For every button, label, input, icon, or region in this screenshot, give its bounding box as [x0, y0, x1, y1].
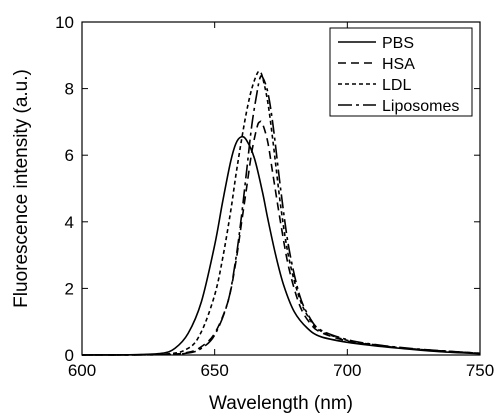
x-tick-label: 650	[200, 361, 228, 380]
x-axis-title: Wavelength (nm)	[209, 393, 353, 413]
y-axis-title: Fluorescence intensity (a.u.)	[11, 69, 32, 308]
y-tick-label: 6	[65, 146, 74, 165]
x-tick-label: 700	[333, 361, 361, 380]
series-line-hsa	[81, 120, 481, 356]
legend: PBS HSA LDL Liposomes	[329, 27, 473, 117]
legend-label-liposomes: Liposomes	[382, 98, 459, 115]
axes: 600 650 700 750 0 2 4 6 8 10	[55, 13, 494, 380]
y-tick-label: 2	[65, 279, 74, 298]
y-tick-label: 4	[65, 213, 74, 232]
plot-frame	[81, 21, 481, 356]
series-line-ldl	[81, 70, 481, 356]
legend-label-pbs: PBS	[382, 35, 414, 52]
y-tick-label: 8	[65, 80, 74, 99]
x-tick-label: 600	[68, 361, 96, 380]
legend-label-ldl: LDL	[382, 77, 411, 94]
series-line-liposomes	[81, 75, 481, 356]
x-tick-label: 750	[466, 361, 494, 380]
legend-label-hsa: HSA	[382, 56, 415, 73]
series-line-pbs	[81, 135, 481, 356]
series-lines	[81, 70, 481, 356]
y-tick-label: 10	[55, 13, 74, 32]
y-tick-label: 0	[65, 346, 74, 365]
